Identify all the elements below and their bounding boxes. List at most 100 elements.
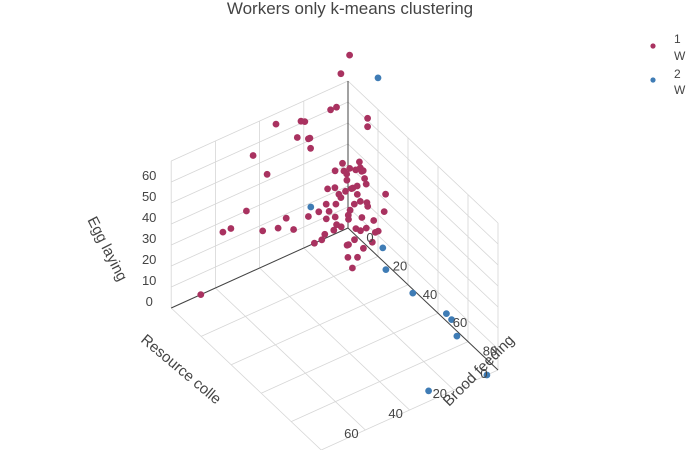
data-point-series-1[interactable] (356, 158, 363, 166)
data-point-series-1[interactable] (337, 70, 345, 78)
data-point-series-1[interactable] (357, 227, 364, 235)
legend-item-1[interactable]: 1 W (650, 32, 686, 63)
data-point-series-1[interactable] (380, 208, 388, 216)
data-point-series-1[interactable] (351, 236, 358, 244)
data-point-series-1[interactable] (362, 224, 370, 232)
data-point-series-1[interactable] (305, 213, 312, 220)
data-point-series-2[interactable] (453, 332, 461, 340)
data-point-series-1[interactable] (348, 185, 355, 193)
data-point-series-1[interactable] (343, 241, 351, 249)
z-tick-label: 10 (142, 273, 156, 288)
data-point-series-1[interactable] (325, 208, 333, 215)
x-tick-label: 20 (393, 258, 407, 273)
grid-line (171, 101, 349, 183)
z-tick-label: 0 (146, 294, 153, 309)
data-point-series-2[interactable] (307, 203, 315, 211)
data-point-series-1[interactable] (274, 224, 282, 232)
data-point-series-1[interactable] (356, 198, 364, 205)
data-point-series-1[interactable] (332, 200, 340, 208)
data-point-series-1[interactable] (290, 226, 297, 233)
data-point-series-1[interactable] (249, 152, 257, 159)
grid-line (171, 164, 349, 246)
data-point-series-1[interactable] (297, 117, 305, 125)
data-point-series-1[interactable] (219, 228, 227, 236)
data-point-series-1[interactable] (331, 167, 339, 175)
data-point-series-1[interactable] (358, 214, 366, 221)
data-point-series-1[interactable] (371, 229, 379, 236)
grid-lines (170, 80, 499, 450)
grid-line (171, 80, 349, 162)
data-point-series-1[interactable] (324, 185, 331, 193)
data-point-series-1[interactable] (333, 103, 340, 111)
legend-label-1: 1 (674, 32, 681, 46)
data-point-series-1[interactable] (360, 244, 367, 252)
data-point-series-1[interactable] (321, 230, 329, 238)
data-point-series-1[interactable] (342, 187, 349, 195)
data-point-series-1[interactable] (307, 144, 314, 152)
data-point-series-1[interactable] (343, 170, 351, 178)
grid-line (347, 164, 499, 308)
data-point-series-2[interactable] (443, 310, 450, 317)
data-point-series-1[interactable] (337, 194, 345, 202)
data-point-series-1[interactable] (356, 164, 364, 172)
data-point-series-1[interactable] (349, 264, 356, 272)
data-point-series-1[interactable] (337, 223, 345, 231)
y-tick-label: 60 (344, 426, 358, 441)
data-point-series-1[interactable] (361, 175, 368, 182)
data-point-series-2[interactable] (379, 244, 387, 252)
data-point-series-1[interactable] (364, 123, 371, 131)
x-tick-label: 0 (366, 230, 373, 245)
data-point-series-1[interactable] (272, 120, 280, 128)
data-point-series-1[interactable] (243, 207, 250, 215)
data-point-series-2[interactable] (483, 371, 491, 379)
data-point-series-1[interactable] (227, 225, 235, 232)
data-point-series-1[interactable] (318, 236, 326, 244)
data-point-series-1[interactable] (346, 51, 353, 59)
data-point-series-1[interactable] (364, 114, 371, 122)
legend-label-2: 2 (674, 67, 681, 81)
data-point-series-1[interactable] (339, 159, 346, 167)
data-point-series-1[interactable] (353, 182, 361, 190)
z-tick-label: 50 (142, 189, 156, 204)
scatter-points (197, 51, 491, 395)
data-point-series-2[interactable] (409, 289, 417, 297)
data-point-series-1[interactable] (344, 254, 352, 261)
data-point-series-1[interactable] (362, 180, 370, 188)
data-point-series-1[interactable] (315, 208, 323, 216)
data-point-series-1[interactable] (346, 165, 354, 172)
data-point-series-1[interactable] (282, 214, 290, 222)
data-point-series-1[interactable] (353, 191, 361, 198)
data-point-series-1[interactable] (354, 253, 361, 261)
data-point-series-1[interactable] (322, 200, 330, 208)
data-point-series-2[interactable] (425, 387, 432, 395)
data-point-series-1[interactable] (382, 190, 389, 198)
data-point-series-1[interactable] (331, 184, 339, 192)
data-point-series-1[interactable] (350, 200, 358, 208)
data-point-series-2[interactable] (374, 74, 382, 82)
data-point-series-1[interactable] (322, 215, 330, 223)
z-tick-label: 30 (142, 231, 156, 246)
x-tick-label: 80 (483, 344, 497, 359)
data-point-series-1[interactable] (363, 199, 371, 207)
grid-line (303, 247, 455, 391)
data-point-series-1[interactable] (197, 291, 205, 298)
data-point-series-1[interactable] (263, 170, 271, 178)
data-point-series-1[interactable] (344, 211, 352, 219)
data-point-series-1[interactable] (330, 226, 338, 234)
data-point-series-1[interactable] (343, 176, 351, 184)
data-point-series-1[interactable] (311, 239, 318, 247)
data-point-series-1[interactable] (327, 106, 334, 114)
data-point-series-1[interactable] (368, 238, 376, 246)
data-point-series-1[interactable] (331, 213, 339, 221)
grid-line (171, 143, 349, 225)
legend-item-2[interactable]: 2 W (650, 67, 686, 97)
data-point-series-1[interactable] (305, 135, 312, 143)
data-point-series-1[interactable] (370, 217, 378, 224)
z-tick-label: 60 (142, 168, 156, 183)
data-point-series-2[interactable] (448, 316, 455, 323)
z-axis-label: Egg laying (84, 214, 131, 284)
grid-line (215, 287, 366, 431)
data-point-series-2[interactable] (382, 266, 390, 273)
data-point-series-1[interactable] (293, 134, 301, 141)
data-point-series-1[interactable] (259, 227, 267, 235)
